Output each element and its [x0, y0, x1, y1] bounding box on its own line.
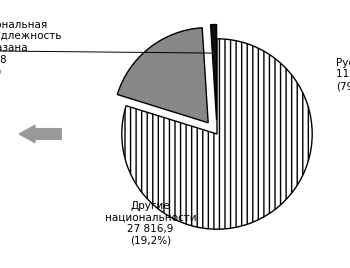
Wedge shape: [117, 28, 208, 123]
Text: Русские
115 889,1
(79,8%): Русские 115 889,1 (79,8%): [336, 58, 350, 91]
Wedge shape: [211, 25, 217, 120]
Wedge shape: [122, 39, 312, 229]
Text: Другие
национальности
27 816,9
(19,2%): Другие национальности 27 816,9 (19,2%): [105, 201, 196, 246]
Text: Национальная
принадлежность
не указана
1 460,8
(1,0%): Национальная принадлежность не указана 1…: [0, 20, 62, 76]
